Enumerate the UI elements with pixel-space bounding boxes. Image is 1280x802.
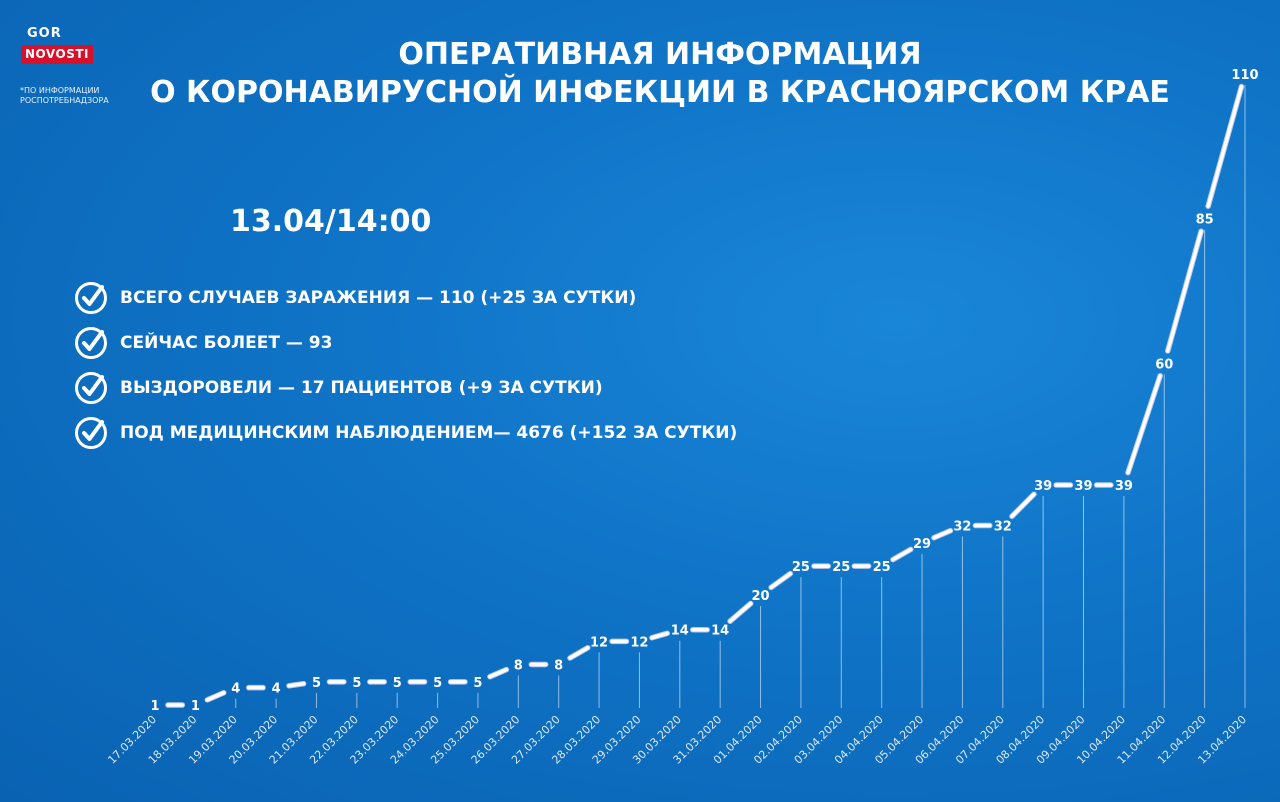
data-point-label: 14 bbox=[671, 624, 689, 639]
data-point-label: 39 bbox=[1115, 479, 1133, 494]
data-point-label: 12 bbox=[590, 635, 608, 650]
source-note: *по информации Роспотребнадзора bbox=[20, 86, 109, 105]
stat-recovered: ВЫЗДОРОВЕЛИ — 17 ПАЦИЕНТОВ (+9 ЗА СУТКИ) bbox=[74, 370, 737, 406]
data-point-label: 8 bbox=[554, 658, 563, 673]
line-segment bbox=[891, 547, 913, 562]
check-circle-icon bbox=[75, 282, 107, 314]
data-point-label: 5 bbox=[393, 676, 402, 691]
data-point-label: 39 bbox=[1074, 479, 1092, 494]
data-point-label: 25 bbox=[792, 560, 810, 575]
check-circle-icon bbox=[75, 417, 107, 449]
stat-currently-ill: СЕЙЧАС БОЛЕЕТ — 93 bbox=[74, 325, 737, 361]
line-segment bbox=[932, 528, 953, 540]
stat-total-cases: ВСЕГО СЛУЧАЕВ ЗАРАЖЕНИЯ — 110 (+25 ЗА СУ… bbox=[74, 280, 737, 316]
logo: GOR NOVOSTI bbox=[21, 25, 105, 64]
drop-lines bbox=[235, 85, 1246, 708]
line-segment bbox=[1010, 492, 1036, 519]
logo-gor: GOR bbox=[27, 26, 62, 41]
data-point-label: 5 bbox=[352, 676, 361, 691]
x-tick-labels: 17.03.202018.03.202019.03.202020.03.2020… bbox=[105, 713, 1249, 767]
data-point-label: 14 bbox=[711, 624, 729, 639]
line-segment bbox=[1206, 84, 1244, 208]
line-segment bbox=[287, 681, 306, 688]
stat-text: ПОД МЕДИЦИНСКИМ НАБЛЮДЕНИЕМ— 4676 (+152 … bbox=[120, 423, 738, 443]
data-point-label: 5 bbox=[312, 676, 321, 691]
timestamp: 13.04/14:00 bbox=[230, 204, 432, 239]
title-line-2: О КОРОНАВИРУСНОЙ ИНФЕКЦИИ В КРАСНОЯРСКОМ… bbox=[150, 75, 1170, 110]
data-point-label: 12 bbox=[630, 635, 648, 650]
data-point-label: 39 bbox=[1034, 479, 1052, 494]
page-title: ОПЕРАТИВНАЯ ИНФОРМАЦИЯ О КОРОНАВИРУСНОЙ … bbox=[120, 36, 1200, 112]
stat-text: ВЫЗДОРОВЕЛИ — 17 ПАЦИЕНТОВ (+9 ЗА СУТКИ) bbox=[120, 378, 603, 398]
data-point-label: 20 bbox=[752, 589, 770, 604]
data-point-label: 25 bbox=[873, 560, 891, 575]
data-point-label: 110 bbox=[1231, 68, 1258, 83]
data-point-label: 85 bbox=[1196, 213, 1214, 228]
stat-text: СЕЙЧАС БОЛЕЕТ — 93 bbox=[120, 333, 333, 353]
line-segment bbox=[650, 631, 670, 640]
check-circle-icon bbox=[75, 327, 107, 359]
line-segment bbox=[769, 571, 793, 590]
data-point-label: 25 bbox=[832, 560, 850, 575]
line-segment bbox=[1165, 229, 1203, 353]
data-point-label: 8 bbox=[514, 658, 523, 673]
data-point-label: 32 bbox=[994, 520, 1012, 535]
stats-list: ВСЕГО СЛУЧАЕВ ЗАРАЖЕНИЯ — 110 (+25 ЗА СУ… bbox=[74, 280, 737, 460]
data-point-label: 5 bbox=[433, 676, 442, 691]
check-circle-icon bbox=[75, 372, 107, 404]
line-segment bbox=[1126, 374, 1162, 475]
stat-observation: ПОД МЕДИЦИНСКИМ НАБЛЮДЕНИЕМ— 4676 (+152 … bbox=[74, 415, 737, 451]
line-segment bbox=[728, 601, 753, 624]
title-line-1: ОПЕРАТИВНАЯ ИНФОРМАЦИЯ bbox=[398, 37, 922, 72]
data-point-label: 29 bbox=[913, 537, 931, 552]
line-segment bbox=[488, 667, 509, 679]
data-point-label: 4 bbox=[231, 682, 240, 697]
data-point-label: 5 bbox=[473, 676, 482, 691]
line-segments bbox=[165, 83, 1245, 708]
data-point-label: 4 bbox=[272, 682, 281, 697]
data-point-label: 1 bbox=[191, 699, 200, 714]
stat-text: ВСЕГО СЛУЧАЕВ ЗАРАЖЕНИЯ — 110 (+25 ЗА СУ… bbox=[120, 288, 637, 308]
data-point-label: 32 bbox=[953, 520, 971, 535]
data-point-label: 1 bbox=[150, 699, 159, 714]
line-segment bbox=[568, 646, 590, 660]
data-point-label: 60 bbox=[1155, 357, 1173, 372]
logo-novosti: NOVOSTI bbox=[21, 45, 93, 64]
line-segment bbox=[205, 691, 226, 702]
